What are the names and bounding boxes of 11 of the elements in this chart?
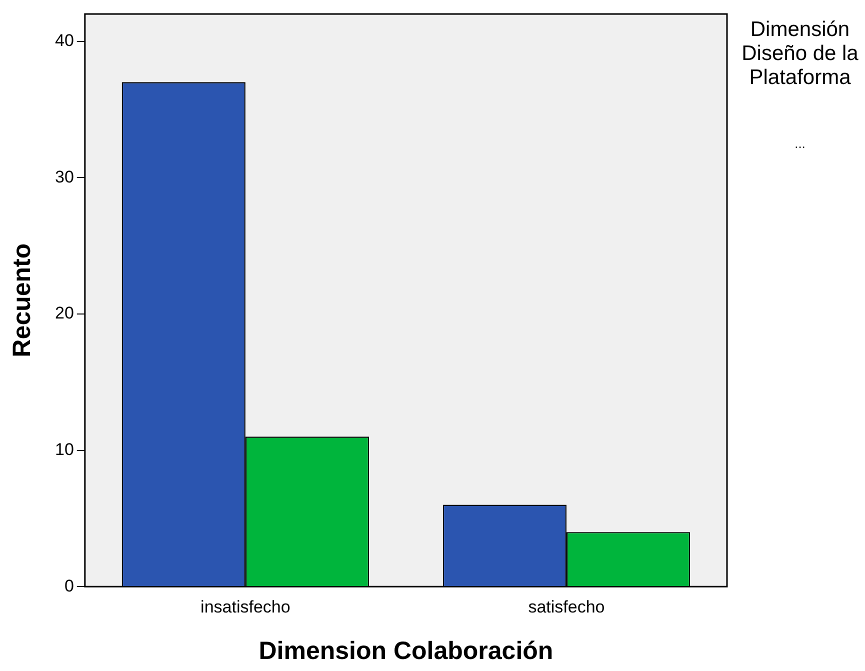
x-tick-label: insatisfecho	[200, 597, 290, 616]
legend-title: Dimensión Diseño de la Plataforma	[740, 18, 860, 90]
y-tick-label: 20	[54, 304, 74, 323]
y-axis-title: Recuento	[8, 243, 36, 358]
x-tick-label: satisfecho	[528, 597, 605, 616]
text: ...	[794, 136, 806, 151]
y-tick-label: 0	[64, 576, 74, 596]
y-tick-label: 30	[54, 167, 74, 186]
x-axis-title: Dimension Colaboración	[258, 636, 554, 665]
y-tick-label: 40	[54, 30, 74, 50]
y-tick-label: 10	[54, 440, 74, 459]
